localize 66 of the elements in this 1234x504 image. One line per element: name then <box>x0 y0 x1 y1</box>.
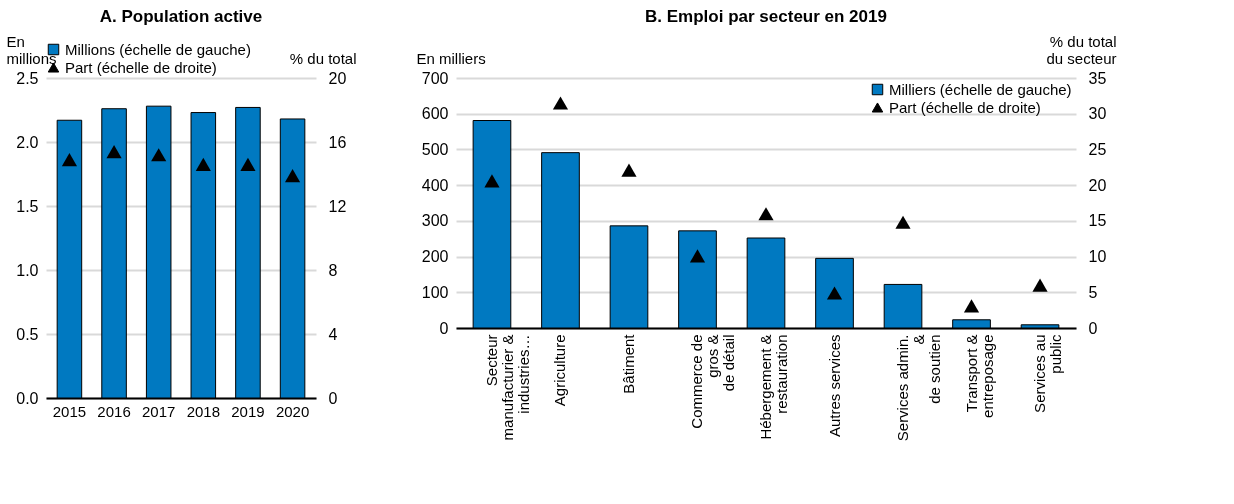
y-tick-label: 500 <box>421 140 449 158</box>
x-tick-label: 2015 <box>52 402 87 420</box>
y2-tick-label: 25 <box>1088 140 1107 158</box>
y-tick-label: 100 <box>421 283 449 301</box>
point <box>689 249 706 263</box>
x-tick-label: Autres services <box>825 334 843 438</box>
point <box>484 174 500 188</box>
point <box>621 163 637 177</box>
y2-axis-title: % du total <box>289 49 357 67</box>
x-tick-label: Secteur manufacturier & industries… <box>482 334 532 441</box>
y-tick-label: 600 <box>421 105 449 123</box>
y-tick-label: 0.0 <box>16 389 39 407</box>
y2-tick-label: 35 <box>1088 69 1107 87</box>
legend-label: Milliers (échelle de gauche) <box>889 80 1072 98</box>
legend-label: Millions (échelle de gauche) <box>65 40 251 58</box>
point <box>61 153 78 167</box>
chart-title: A. Population active <box>99 7 263 26</box>
chart-title: B. Emploi par secteur en 2019 <box>645 7 887 26</box>
y-tick-label: 2.5 <box>16 69 39 87</box>
y2-tick-label: 4 <box>328 325 338 343</box>
y2-tick-label: 20 <box>1088 176 1107 194</box>
y-tick-label: 300 <box>421 212 449 230</box>
legend-label: Part (échelle de droite) <box>889 98 1041 116</box>
point <box>826 286 843 300</box>
y2-tick-label: 15 <box>1088 212 1107 230</box>
y2-tick-label: 0 <box>328 389 338 407</box>
point <box>284 169 301 183</box>
y2-axis-title: % du total du secteur <box>1046 32 1117 67</box>
y-tick-label: 1.5 <box>16 197 39 215</box>
y-tick-label: 400 <box>421 176 449 194</box>
x-tick-label: Services admin. & de soutien <box>894 334 944 442</box>
point <box>552 96 569 110</box>
y2-tick-label: 30 <box>1088 105 1107 123</box>
y2-tick-label: 12 <box>328 197 347 215</box>
y-tick-label: 700 <box>421 69 449 87</box>
y-tick-label: 0 <box>439 319 449 337</box>
x-tick-label: 2017 <box>142 402 176 420</box>
point <box>963 299 980 313</box>
y-tick-label: 0.5 <box>16 325 39 343</box>
x-tick-label: 2019 <box>231 402 265 420</box>
y-tick-label: 200 <box>421 248 449 266</box>
point <box>758 207 774 221</box>
y2-tick-label: 5 <box>1088 283 1098 301</box>
y2-tick-label: 8 <box>328 261 338 279</box>
y-axis-title: En millions <box>6 32 57 67</box>
x-tick-label: Services au public <box>1031 334 1065 413</box>
x-tick-label: Bâtiment <box>619 333 637 394</box>
point <box>895 215 911 229</box>
y-tick-label: 1.0 <box>16 261 39 279</box>
point <box>151 148 167 162</box>
point <box>1032 278 1048 292</box>
x-tick-label: Agriculture <box>551 334 569 407</box>
legend-label: Part (échelle de droite) <box>65 58 217 76</box>
x-tick-label: 2016 <box>97 402 131 420</box>
x-tick-label: 2018 <box>186 402 220 420</box>
y2-tick-label: 0 <box>1088 319 1098 337</box>
point <box>195 157 211 171</box>
y-tick-label: 2.0 <box>16 133 39 151</box>
y2-tick-label: 10 <box>1088 248 1107 266</box>
x-tick-label: 2020 <box>275 402 310 420</box>
point <box>240 157 256 171</box>
y2-tick-label: 20 <box>328 69 347 87</box>
y-axis-title: En milliers <box>416 49 486 67</box>
x-tick-label: Commerce de gros & de détail <box>688 334 738 429</box>
point <box>106 145 122 159</box>
y2-tick-label: 16 <box>328 133 347 151</box>
